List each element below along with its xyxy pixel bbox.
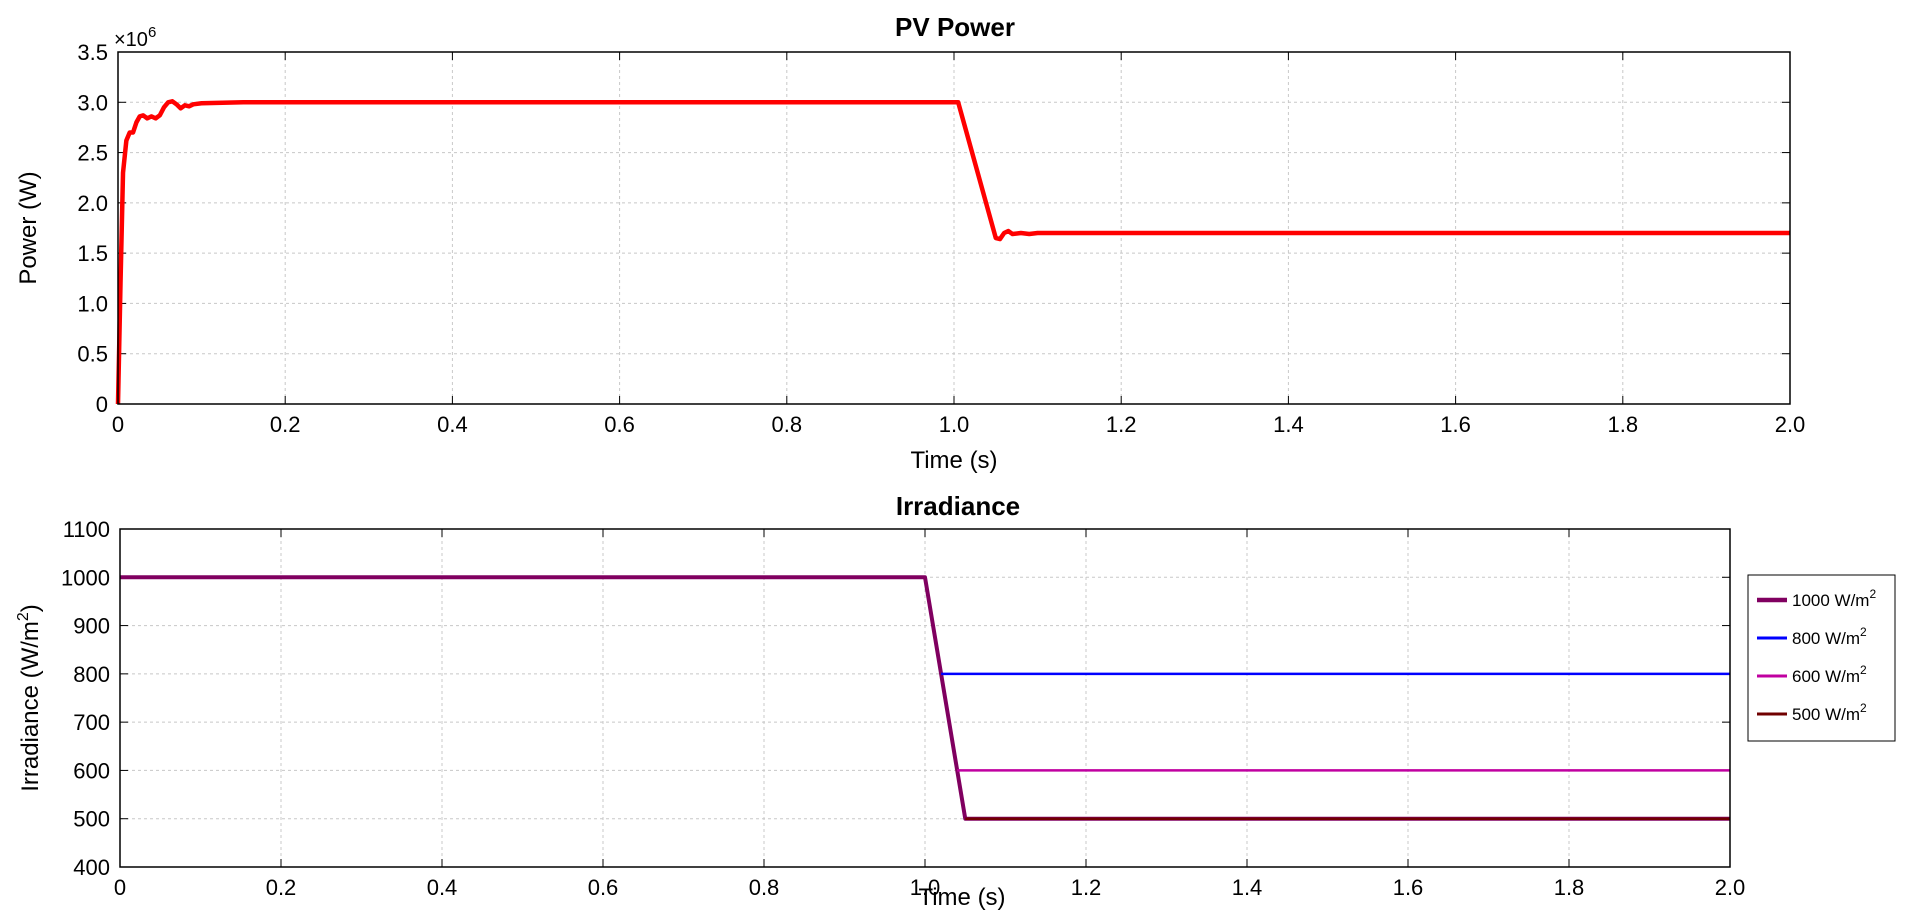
y-tick-label: 3.5	[77, 40, 108, 65]
x-tick-label: 1.6	[1393, 875, 1424, 900]
x-tick-label: 2.0	[1775, 412, 1806, 437]
pv-power-chart: PV Power 0 0.2 0.4 0.6 0.8 1.0 1.2 1.4 1.6 1.8 2.0…	[15, 12, 1805, 474]
y-tick-label: 3.0	[77, 90, 108, 115]
y-tick-label: 1100	[63, 517, 110, 542]
y-tick-label: 0.5	[77, 342, 108, 367]
x-axis-label: Time (s)	[910, 447, 997, 474]
y-tick-label: 1000	[61, 565, 110, 590]
x-tick-label: 1.0	[939, 412, 970, 437]
x-tick-label: 0.8	[772, 412, 803, 437]
chart-title: Irradiance	[896, 491, 1020, 521]
legend-entry: 800 W/m2	[1792, 625, 1867, 648]
x-tick-label: 1.4	[1232, 875, 1263, 900]
x-tick-label: 1.8	[1554, 875, 1585, 900]
x-tick-label: 1.6	[1440, 412, 1471, 437]
series-lines	[120, 575, 1730, 821]
plot-frame	[117, 51, 1791, 405]
grid	[117, 51, 1791, 405]
y-tick-label: 2.0	[77, 191, 108, 216]
series-lines	[115, 99, 1790, 405]
y-tick-label: 400	[73, 855, 110, 880]
y-tick-labels: 400 500 600 700 800 900 1000 1100	[61, 517, 110, 880]
legend-entry: 500 W/m2	[1792, 701, 1867, 724]
x-axis-label: Time (s)	[918, 884, 1005, 911]
x-tick-label: 0.8	[749, 875, 780, 900]
x-tick-label: 0.2	[270, 412, 301, 437]
y-tick-label: 0	[96, 392, 108, 417]
y-tick-label: 800	[73, 662, 110, 687]
y-tick-label: 1.5	[77, 241, 108, 266]
x-tick-label: 1.4	[1273, 412, 1304, 437]
legend: 1000 W/m2 800 W/m2 600 W/m2 500 W/m2	[1747, 574, 1896, 742]
legend-entry: 1000 W/m2	[1792, 587, 1876, 610]
x-tick-labels: 0 0.2 0.4 0.6 0.8 1.0 1.2 1.4 1.6 1.8 2.0	[114, 875, 1745, 900]
y-exponent-label: ×106	[114, 24, 156, 51]
x-tick-label: 0.6	[588, 875, 619, 900]
y-axis-label: Irradiance (W/m2)	[15, 604, 44, 792]
y-tick-label: 700	[73, 710, 110, 735]
y-tick-label: 500	[73, 807, 110, 832]
x-tick-label: 1.0	[910, 875, 941, 900]
x-tick-label: 0	[112, 412, 124, 437]
legend-entry: 600 W/m2	[1792, 663, 1867, 686]
y-axis-label: Power (W)	[15, 171, 42, 284]
chart-title: PV Power	[895, 12, 1015, 42]
y-tick-label: 600	[73, 758, 110, 783]
x-tick-label: 0	[114, 875, 126, 900]
x-tick-label: 0.6	[604, 412, 635, 437]
x-tick-label: 0.2	[266, 875, 297, 900]
series-line	[115, 99, 1790, 405]
x-tick-label: 0.4	[427, 875, 458, 900]
x-tick-labels: 0 0.2 0.4 0.6 0.8 1.0 1.2 1.4 1.6 1.8 2.0	[112, 412, 1805, 437]
y-tick-labels: 0 0.5 1.0 1.5 2.0 2.5 3.0 3.5	[77, 40, 108, 417]
plot-frame	[119, 528, 1731, 868]
y-tick-label: 1.0	[77, 291, 108, 316]
x-tick-label: 1.8	[1608, 412, 1639, 437]
x-tick-label: 2.0	[1715, 875, 1746, 900]
y-tick-label: 900	[73, 614, 110, 639]
x-tick-label: 1.2	[1106, 412, 1137, 437]
x-tick-label: 0.4	[437, 412, 468, 437]
irradiance-chart: Irradiance 0 0.2 0.4 0.6 0.8 1.0 1.2 1.4 1.6 1.8 2…	[15, 491, 1896, 911]
x-tick-label: 1.2	[1071, 875, 1102, 900]
y-tick-label: 2.5	[77, 141, 108, 166]
